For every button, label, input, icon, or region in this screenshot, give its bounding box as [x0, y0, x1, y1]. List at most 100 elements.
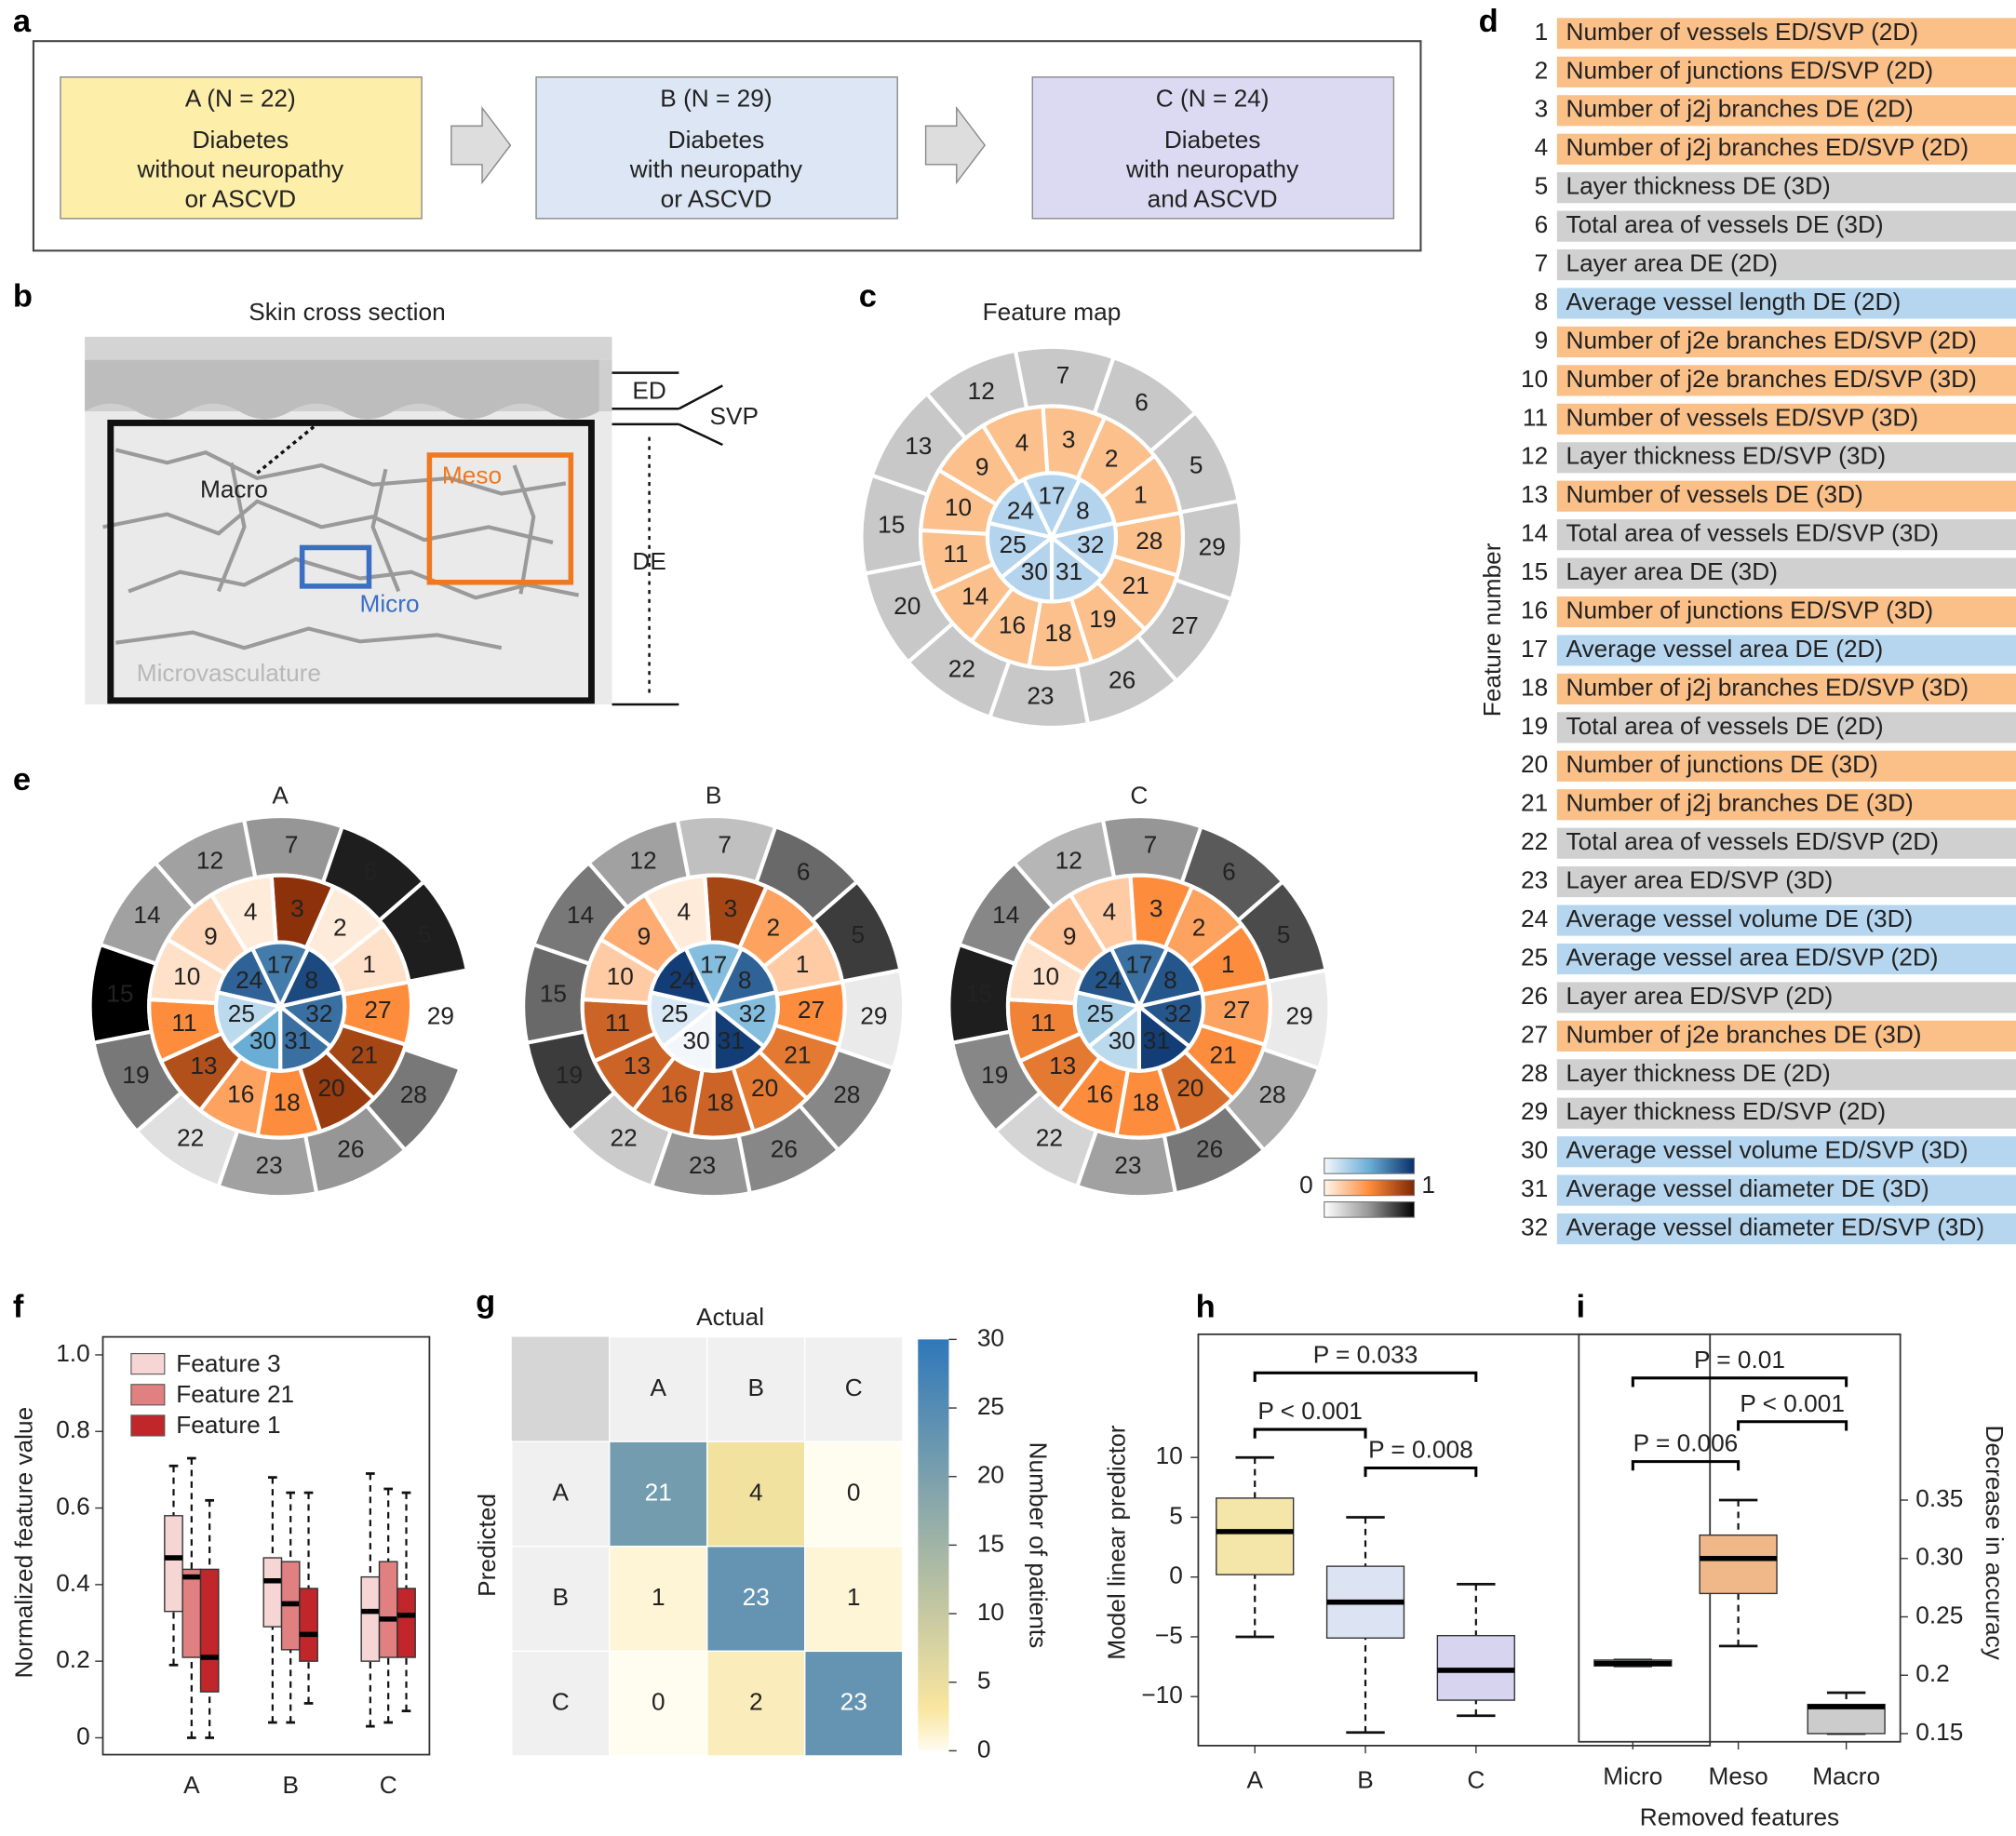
feature-number: 10 [1521, 365, 1548, 393]
skin-svp: SVP [710, 402, 759, 430]
matrix-cell [706, 1441, 806, 1548]
feature-name: Layer area DE (3D) [1566, 557, 1778, 585]
x-tick-label: A [183, 1771, 200, 1799]
panel-letter: a [13, 4, 32, 39]
wheel-label: 9 [204, 922, 218, 950]
feature-name: Layer area ED/SVP (3D) [1566, 866, 1834, 894]
feature-name: Total area of vessels ED/SVP (2D) [1566, 827, 1939, 855]
feature-name: Number of j2j branches DE (3D) [1566, 789, 1914, 817]
cell-value: 1 [847, 1583, 861, 1611]
wheel-label: 24 [669, 966, 696, 994]
wheel-label: 5 [1277, 920, 1291, 948]
wheel-label: 25 [1000, 530, 1027, 558]
wheel-label: 17 [1038, 482, 1065, 510]
x-tick-label: C [1467, 1766, 1485, 1794]
cell-value: 4 [749, 1478, 763, 1506]
wheel-label: 25 [1087, 999, 1114, 1027]
legend-label: Feature 3 [176, 1349, 280, 1377]
wheel-label: 21 [351, 1040, 378, 1068]
feature-number: 26 [1521, 982, 1548, 1010]
feature-number: 14 [1521, 519, 1548, 547]
micro-box [299, 544, 372, 589]
feature-number: 8 [1535, 288, 1549, 315]
y-tick-label: 0.4 [56, 1569, 89, 1597]
wheel-label: 21 [1122, 571, 1149, 599]
group-map-title: A [272, 781, 289, 809]
row-label: C [552, 1688, 570, 1716]
feature-number: 13 [1521, 480, 1548, 508]
wheel-label: 2 [1105, 444, 1119, 472]
wheel-label: 27 [798, 996, 825, 1024]
colorbar-tick-label: 30 [977, 1323, 1004, 1351]
colorbar-tick-label: 0 [977, 1735, 991, 1762]
feature-name: Number of vessels ED/SVP (3D) [1566, 403, 1919, 431]
wheel-label: 14 [992, 901, 1019, 929]
wheel-label: 31 [718, 1026, 745, 1054]
wheel-label: 8 [1076, 497, 1090, 525]
feature-bar [1556, 1097, 2016, 1129]
wheel-label: 22 [1036, 1124, 1063, 1152]
cell-value: 0 [652, 1688, 665, 1716]
y-axis-label: Predicted [473, 1494, 501, 1597]
wheel-label: 7 [285, 830, 299, 858]
feature-name: Number of j2e branches ED/SVP (3D) [1566, 365, 1977, 393]
colorbar [918, 1339, 949, 1751]
feature-number: 22 [1521, 827, 1548, 855]
feature-bar [1556, 905, 2016, 936]
box [1216, 1497, 1295, 1575]
y-tick-label: 0 [76, 1722, 90, 1749]
wheel-label: 30 [682, 1026, 709, 1054]
feature-bar [1556, 943, 2016, 975]
colorbar-tick-label: 5 [977, 1667, 991, 1695]
cell-value: 21 [645, 1478, 672, 1506]
wheel-label: 30 [249, 1026, 276, 1054]
feature-name: Number of j2e branches ED/SVP (2D) [1566, 326, 1977, 354]
x-tick-label: Meso [1709, 1762, 1768, 1789]
feature-name: Number of j2j branches ED/SVP (2D) [1566, 133, 1969, 161]
wheel-label: 1 [796, 950, 810, 978]
wheel-label: 30 [1021, 557, 1048, 585]
wheel-label: 24 [1095, 966, 1122, 994]
flow-line: with neuropathy [1125, 155, 1299, 183]
wheel-label: 4 [1015, 428, 1029, 456]
colorbar [1324, 1201, 1416, 1218]
wheel-label: 19 [981, 1061, 1008, 1089]
wheel-label: 32 [1077, 530, 1104, 558]
wheel-label: 3 [1149, 894, 1163, 922]
matrix-cell [804, 1546, 904, 1653]
group-map-title: B [706, 781, 722, 809]
wheel-label: 18 [1044, 619, 1071, 647]
wheel-label: 9 [975, 453, 989, 481]
significance-bracket [1253, 1371, 1478, 1382]
wheel-label: 24 [1007, 497, 1034, 525]
feature-axis-label: Feature number [1478, 543, 1506, 717]
panel-letter: e [13, 762, 31, 797]
feature-number: 29 [1521, 1097, 1548, 1125]
wheel-label: 13 [905, 432, 932, 460]
colorbar-label: Number of patients [1024, 1442, 1052, 1649]
wheel-label: 6 [363, 857, 377, 885]
box [181, 1568, 202, 1658]
wheel-label: 16 [661, 1080, 688, 1108]
wheel-label: 11 [943, 540, 968, 568]
wheel-label: 32 [1164, 999, 1191, 1027]
header-cell [804, 1335, 904, 1442]
y-tick-label: 0.8 [56, 1415, 89, 1443]
panel-letter: f [13, 1289, 24, 1324]
matrix-cell [804, 1441, 904, 1548]
skin-image [85, 336, 612, 704]
wheel-label: 11 [605, 1009, 630, 1037]
wheel-label: 17 [700, 951, 727, 979]
wheel-segment [1074, 945, 1143, 1010]
feature-name: Total area of vessels DE (3D) [1566, 210, 1884, 238]
cell-value: 23 [743, 1583, 770, 1611]
feature-bar [1556, 95, 2016, 127]
feature-name: Number of j2e branches DE (3D) [1566, 1020, 1922, 1048]
wheel-label: 11 [171, 1009, 196, 1037]
wheel-label: 21 [1210, 1040, 1237, 1068]
feature-number: 4 [1535, 133, 1549, 161]
wheel-label: 12 [629, 846, 656, 874]
box [299, 1588, 318, 1662]
feature-name: Total area of vessels DE (2D) [1566, 712, 1884, 740]
